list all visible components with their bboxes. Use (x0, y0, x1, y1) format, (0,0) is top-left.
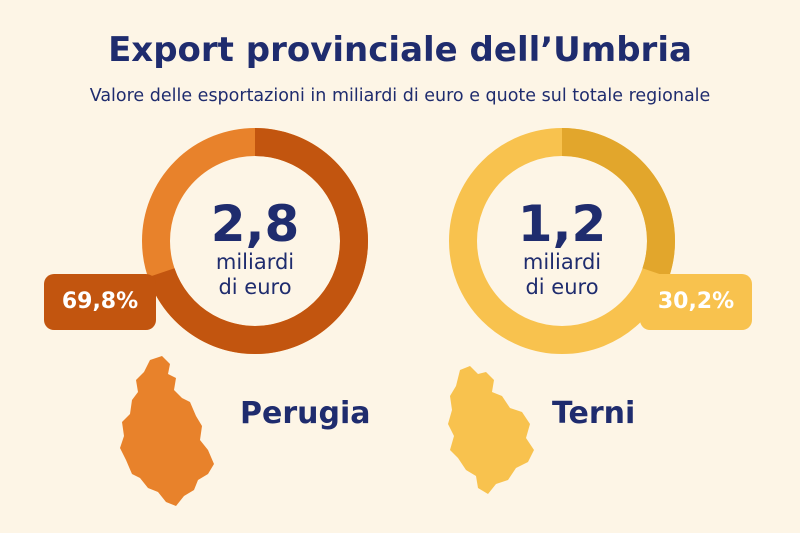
terni-unit-line1: miliardi (522, 250, 602, 274)
terni-value: 1,2 (517, 195, 607, 253)
terni-share-arc (561, 128, 675, 278)
perugia-share-badge: 69,8% (44, 274, 156, 330)
perugia-value: 2,8 (210, 195, 300, 253)
page-title: Export provinciale dell’Umbria (108, 30, 692, 70)
perugia-label: Perugia (240, 396, 371, 431)
perugia-province-icon (120, 356, 214, 506)
terni-unit-line2: di euro (525, 275, 599, 299)
perugia-card: 2,8 miliardi di euro 69,8% Perugia (0, 128, 400, 533)
terni-province-icon (448, 366, 534, 494)
terni-card: 1,2 miliardi di euro 30,2% Terni (400, 128, 800, 533)
perugia-unit-line2: di euro (218, 275, 292, 299)
perugia-share-arc (147, 128, 368, 354)
perugia-unit-line1: miliardi (215, 250, 295, 274)
terni-share-badge: 30,2% (640, 274, 752, 330)
terni-center-text: 1,2 miliardi di euro (492, 198, 632, 300)
perugia-center-text: 2,8 miliardi di euro (185, 198, 325, 300)
terni-donut (449, 128, 675, 354)
terni-label: Terni (552, 396, 636, 431)
perugia-donut (142, 128, 368, 354)
page-subtitle: Valore delle esportazioni in miliardi di… (89, 86, 711, 106)
